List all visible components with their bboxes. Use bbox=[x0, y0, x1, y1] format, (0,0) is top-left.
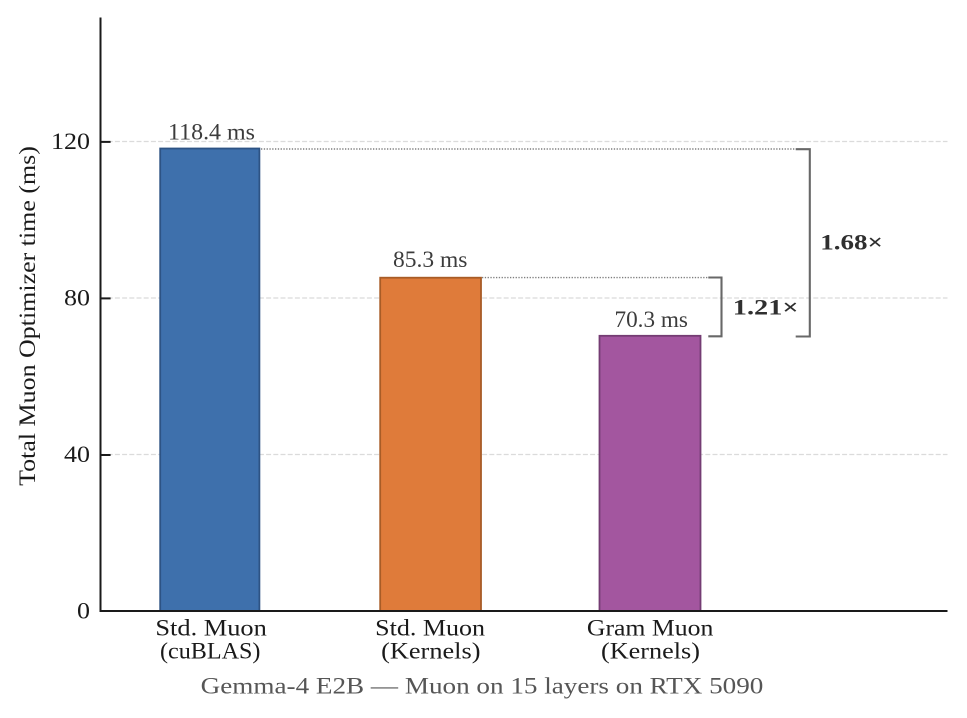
svg-text:Total Muon Optimizer time (ms): Total Muon Optimizer time (ms) bbox=[15, 146, 40, 486]
svg-text:Std. Muon: Std. Muon bbox=[155, 616, 266, 641]
svg-text:40: 40 bbox=[64, 442, 90, 467]
svg-text:(Kernels): (Kernels) bbox=[381, 639, 480, 664]
svg-text:Gemma-4 E2B — Muon on 15 layer: Gemma-4 E2B — Muon on 15 layers on RTX 5… bbox=[201, 674, 764, 699]
svg-text:(Kernels): (Kernels) bbox=[601, 639, 700, 664]
svg-text:120: 120 bbox=[51, 129, 90, 154]
svg-text:(cuBLAS): (cuBLAS) bbox=[160, 639, 260, 664]
svg-text:70.3 ms: 70.3 ms bbox=[614, 306, 687, 332]
svg-text:80: 80 bbox=[64, 286, 90, 311]
svg-text:Gram Muon: Gram Muon bbox=[587, 616, 713, 641]
svg-text:118.4 ms: 118.4 ms bbox=[168, 120, 255, 145]
svg-text:1.68×: 1.68× bbox=[820, 230, 883, 254]
svg-text:85.3 ms: 85.3 ms bbox=[393, 247, 467, 273]
svg-text:1.21×: 1.21× bbox=[733, 294, 799, 319]
svg-text:0: 0 bbox=[77, 599, 90, 624]
svg-text:Std. Muon: Std. Muon bbox=[375, 616, 485, 641]
